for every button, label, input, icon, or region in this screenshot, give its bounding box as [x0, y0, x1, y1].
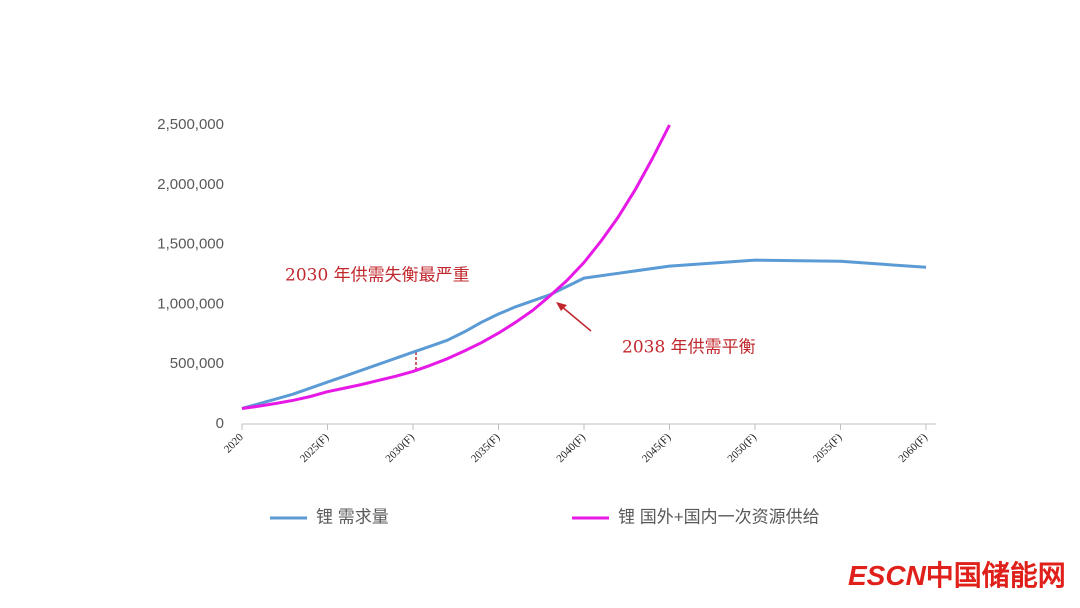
arrow-head	[556, 302, 567, 311]
y-tick-label: 2,500,000	[157, 116, 224, 133]
y-tick-label: 500,000	[170, 355, 224, 372]
y-tick-label: 1,000,000	[157, 295, 224, 312]
x-tick-label: 2045(F)	[640, 431, 674, 465]
y-tick-label: 0	[216, 415, 224, 432]
legend-label: 锂 需求量	[316, 507, 389, 526]
x-tick-label: 2025(F)	[298, 431, 332, 465]
x-tick-label: 2055(F)	[811, 431, 845, 465]
x-tick-label: 2050(F)	[725, 431, 759, 465]
legend-label: 锂 国外+国内一次资源供给	[618, 507, 820, 526]
annotation: 2030 年供需失衡最严重	[285, 266, 470, 286]
series-line	[241, 258, 927, 410]
x-tick-label: 2060(F)	[896, 431, 930, 465]
x-tick-label: 2040(F)	[554, 431, 588, 465]
annotation-arrow	[560, 305, 592, 332]
logo-text: 中国储能网	[926, 560, 1066, 591]
series-line	[241, 124, 671, 410]
x-tick-label: 2030(F)	[383, 431, 417, 465]
y-tick-label: 1,500,000	[157, 236, 224, 253]
logo: ESCN中国储能网	[848, 560, 1066, 591]
logo-text: ESCN	[848, 560, 927, 591]
x-tick-label: 2020	[222, 431, 246, 455]
x-tick-label: 2035(F)	[469, 431, 503, 465]
y-tick-label: 2,000,000	[157, 176, 224, 193]
annotation: 2038 年供需平衡	[622, 338, 756, 358]
